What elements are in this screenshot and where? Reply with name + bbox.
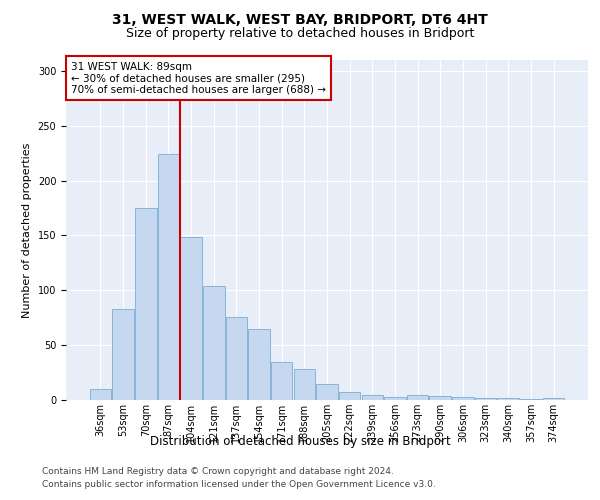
Bar (112, 309, 134, 400)
Bar (452, 396, 473, 400)
Bar (135, 208, 157, 400)
Text: Size of property relative to detached houses in Bridport: Size of property relative to detached ho… (126, 28, 474, 40)
Bar (520, 399, 542, 400)
Y-axis label: Number of detached properties: Number of detached properties (22, 142, 32, 318)
Text: Distribution of detached houses by size in Bridport: Distribution of detached houses by size … (149, 435, 451, 448)
Bar (543, 398, 564, 400)
Bar (293, 370, 315, 400)
Bar (475, 398, 496, 400)
Bar (384, 396, 406, 400)
Text: Contains public sector information licensed under the Open Government Licence v3: Contains public sector information licen… (42, 480, 436, 489)
Bar (339, 392, 361, 400)
Bar (316, 384, 338, 400)
Bar (181, 236, 202, 400)
Bar (90, 389, 111, 400)
Bar (271, 362, 292, 400)
Text: Contains HM Land Registry data © Crown copyright and database right 2024.: Contains HM Land Registry data © Crown c… (42, 468, 394, 476)
Text: 31, WEST WALK, WEST BAY, BRIDPORT, DT6 4HT: 31, WEST WALK, WEST BAY, BRIDPORT, DT6 4… (112, 12, 488, 26)
Bar (248, 328, 270, 400)
Bar (430, 396, 451, 400)
Text: 31 WEST WALK: 89sqm
← 30% of detached houses are smaller (295)
70% of semi-detac: 31 WEST WALK: 89sqm ← 30% of detached ho… (71, 62, 326, 95)
Bar (226, 316, 247, 400)
Bar (497, 398, 519, 400)
Bar (362, 394, 383, 400)
Bar (407, 394, 428, 400)
Bar (203, 286, 224, 400)
Bar (158, 154, 179, 400)
